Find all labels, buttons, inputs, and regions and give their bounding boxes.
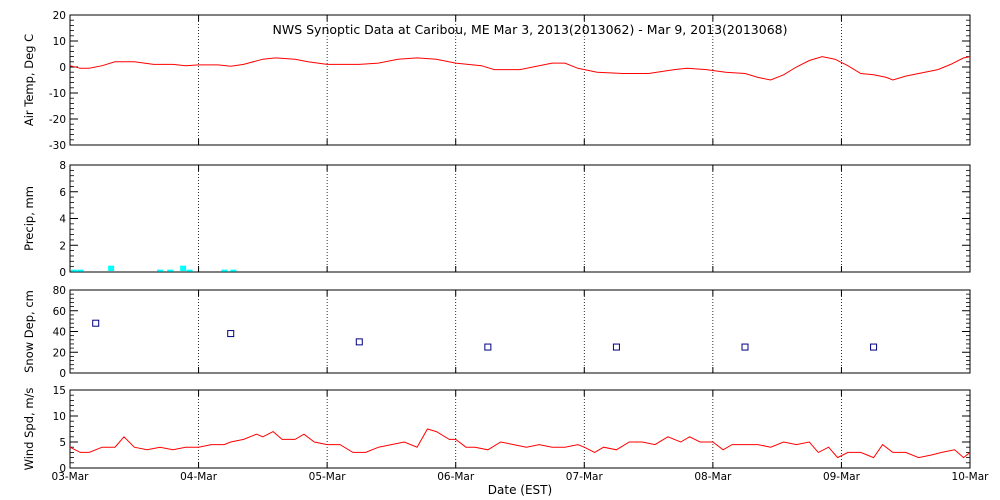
x-tick-label: 10-Mar xyxy=(952,471,990,483)
y-tick-label: 5 xyxy=(59,437,66,449)
y-tick-label: 0 xyxy=(59,62,66,74)
airtemp-ylabel: Air Temp, Deg C xyxy=(22,34,36,126)
x-tick-label: 03-Mar xyxy=(52,471,90,483)
y-tick-label: 40 xyxy=(53,327,66,339)
precip-bar xyxy=(157,269,163,272)
x-tick-label: 07-Mar xyxy=(566,471,604,483)
snowdep-frame xyxy=(69,289,971,374)
y-tick-label: -10 xyxy=(49,88,66,100)
y-tick-label: 80 xyxy=(53,285,66,297)
y-tick-label: 20 xyxy=(53,10,66,22)
precip-bar xyxy=(108,265,115,271)
precip-bar xyxy=(186,269,193,272)
snowdep-point xyxy=(355,338,363,346)
precip-frame xyxy=(69,164,971,273)
airtemp-panel: -30 -20 -10 0 10 20 Air Temp, Deg C xyxy=(22,10,971,152)
x-tick-label: 08-Mar xyxy=(694,471,732,483)
y-tick-label: 8 xyxy=(59,160,66,172)
y-tick-label: -30 xyxy=(49,140,66,152)
precip-bar xyxy=(230,269,237,272)
x-tick-label: 09-Mar xyxy=(823,471,861,483)
airtemp-frame xyxy=(69,14,971,146)
y-tick-label: 4 xyxy=(59,214,66,226)
snowdep-point xyxy=(227,330,235,338)
snowdep-point xyxy=(92,319,100,327)
snowdep-panel: 0 20 40 60 80 Snow Dep, cm xyxy=(22,285,971,380)
y-tick-label: 2 xyxy=(59,240,66,252)
y-tick-label: 10 xyxy=(53,411,66,423)
snowdep-point xyxy=(612,343,620,351)
y-tick-label: 0 xyxy=(59,368,66,380)
precip-ylabel: Precip, mm xyxy=(22,186,36,251)
snowdep-ylabel: Snow Dep, cm xyxy=(22,290,36,373)
chart-title: NWS Synoptic Data at Caribou, ME Mar 3, … xyxy=(273,22,788,37)
y-tick-label: 60 xyxy=(53,306,66,318)
precip-bar xyxy=(77,269,84,272)
precip-bar xyxy=(70,269,77,272)
x-tick-label: 05-Mar xyxy=(309,471,347,483)
x-axis-label: Date (EST) xyxy=(488,483,552,497)
airtemp-series-line xyxy=(69,56,971,81)
x-axis: 03-Mar 04-Mar 05-Mar 06-Mar 07-Mar 08-Mar 09-M… xyxy=(52,471,990,483)
y-tick-label: -20 xyxy=(49,114,66,126)
y-tick-label: 15 xyxy=(53,385,66,397)
precip-bar xyxy=(180,265,187,271)
windspd-panel: 0 5 10 15 Wind Spd, m/s xyxy=(22,385,971,475)
x-tick-label: 04-Mar xyxy=(180,471,218,483)
windspd-frame xyxy=(69,389,971,469)
precip-bar xyxy=(167,269,174,272)
precip-panel: 0 2 4 6 8 Precip, mm xyxy=(22,160,971,279)
y-tick-label: 0 xyxy=(59,267,66,279)
x-tick-label: 06-Mar xyxy=(437,471,475,483)
y-tick-label: 10 xyxy=(53,36,66,48)
windspd-series-line xyxy=(69,428,971,459)
y-tick-label: 0 xyxy=(59,463,66,475)
precip-bar xyxy=(221,269,228,272)
windspd-ylabel: Wind Spd, m/s xyxy=(22,388,36,471)
snowdep-point xyxy=(484,343,492,351)
y-tick-label: 20 xyxy=(53,347,66,359)
snowdep-point xyxy=(741,343,749,351)
y-tick-label: 6 xyxy=(59,187,66,199)
snowdep-point xyxy=(870,343,878,351)
